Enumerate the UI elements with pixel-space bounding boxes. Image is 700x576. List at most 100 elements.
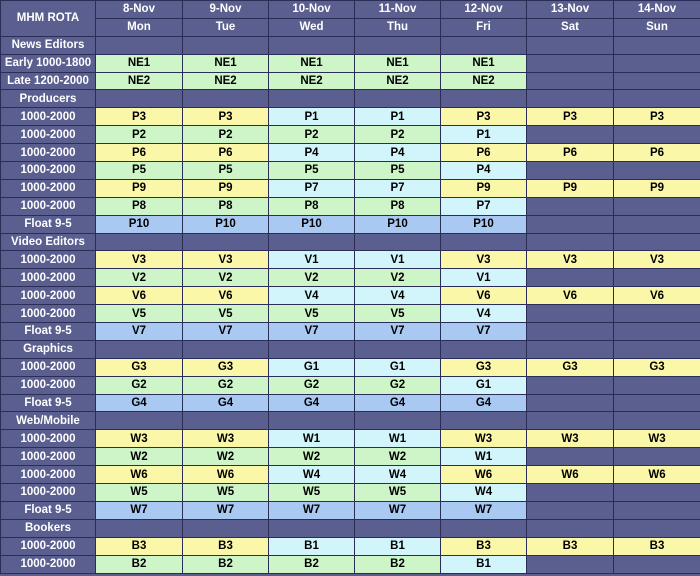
assignment-cell[interactable]: V7 — [182, 322, 269, 341]
assignment-cell[interactable]: P9 — [95, 178, 183, 198]
assignment-cell[interactable]: P8 — [182, 196, 269, 216]
assignment-cell[interactable] — [613, 500, 700, 520]
assignment-cell[interactable]: P7 — [440, 196, 527, 216]
assignment-cell[interactable]: NE1 — [268, 53, 355, 73]
assignment-cell[interactable]: P3 — [182, 107, 269, 127]
assignment-cell[interactable]: P9 — [440, 178, 527, 198]
assignment-cell[interactable]: NE1 — [354, 53, 441, 73]
assignment-cell[interactable]: P3 — [613, 107, 700, 127]
assignment-cell[interactable] — [613, 71, 700, 91]
assignment-cell[interactable]: V3 — [182, 250, 269, 270]
assignment-cell[interactable]: W2 — [354, 447, 441, 467]
assignment-cell[interactable]: P2 — [182, 125, 269, 145]
assignment-cell[interactable] — [613, 554, 700, 574]
assignment-cell[interactable]: V1 — [268, 250, 355, 270]
assignment-cell[interactable]: W4 — [440, 483, 527, 502]
assignment-cell[interactable] — [613, 483, 700, 502]
assignment-cell[interactable]: P4 — [440, 161, 527, 180]
assignment-cell[interactable]: P5 — [354, 161, 441, 180]
assignment-cell[interactable]: G4 — [182, 393, 269, 413]
assignment-cell[interactable]: G3 — [95, 357, 183, 377]
assignment-cell[interactable]: V1 — [440, 268, 527, 288]
assignment-cell[interactable]: V6 — [440, 286, 527, 306]
assignment-cell[interactable]: P10 — [182, 214, 269, 234]
assignment-cell[interactable]: W5 — [182, 483, 269, 502]
assignment-cell[interactable]: V3 — [440, 250, 527, 270]
assignment-cell[interactable]: W3 — [613, 429, 700, 449]
assignment-cell[interactable]: P6 — [613, 143, 700, 163]
assignment-cell[interactable]: P10 — [95, 214, 183, 234]
assignment-cell[interactable]: V7 — [95, 322, 183, 341]
assignment-cell[interactable]: V5 — [95, 304, 183, 324]
assignment-cell[interactable]: P2 — [95, 125, 183, 145]
assignment-cell[interactable]: P9 — [182, 178, 269, 198]
assignment-cell[interactable]: P1 — [354, 107, 441, 127]
assignment-cell[interactable] — [526, 161, 614, 180]
assignment-cell[interactable] — [526, 554, 614, 574]
assignment-cell[interactable] — [613, 268, 700, 288]
assignment-cell[interactable]: NE2 — [354, 71, 441, 91]
assignment-cell[interactable]: P4 — [354, 143, 441, 163]
assignment-cell[interactable]: V3 — [95, 250, 183, 270]
assignment-cell[interactable]: W6 — [613, 465, 700, 485]
assignment-cell[interactable]: G3 — [182, 357, 269, 377]
assignment-cell[interactable]: W5 — [268, 483, 355, 502]
assignment-cell[interactable]: G4 — [440, 393, 527, 413]
assignment-cell[interactable]: G2 — [182, 375, 269, 395]
assignment-cell[interactable]: P5 — [95, 161, 183, 180]
assignment-cell[interactable]: V2 — [182, 268, 269, 288]
assignment-cell[interactable]: V5 — [268, 304, 355, 324]
assignment-cell[interactable]: P10 — [354, 214, 441, 234]
assignment-cell[interactable]: G2 — [268, 375, 355, 395]
assignment-cell[interactable]: P7 — [268, 178, 355, 198]
assignment-cell[interactable] — [526, 322, 614, 341]
assignment-cell[interactable]: P6 — [182, 143, 269, 163]
assignment-cell[interactable]: W6 — [526, 465, 614, 485]
assignment-cell[interactable]: W3 — [440, 429, 527, 449]
assignment-cell[interactable]: B3 — [526, 536, 614, 556]
assignment-cell[interactable]: P9 — [613, 178, 700, 198]
assignment-cell[interactable]: G1 — [354, 357, 441, 377]
assignment-cell[interactable]: B1 — [354, 536, 441, 556]
assignment-cell[interactable]: G3 — [526, 357, 614, 377]
assignment-cell[interactable]: V3 — [526, 250, 614, 270]
assignment-cell[interactable]: P2 — [268, 125, 355, 145]
assignment-cell[interactable]: W7 — [182, 500, 269, 520]
assignment-cell[interactable]: B2 — [95, 554, 183, 574]
assignment-cell[interactable]: V5 — [354, 304, 441, 324]
assignment-cell[interactable]: G3 — [613, 357, 700, 377]
assignment-cell[interactable]: P1 — [268, 107, 355, 127]
assignment-cell[interactable]: P6 — [440, 143, 527, 163]
assignment-cell[interactable]: V6 — [182, 286, 269, 306]
assignment-cell[interactable]: P5 — [182, 161, 269, 180]
assignment-cell[interactable]: V4 — [354, 286, 441, 306]
assignment-cell[interactable]: W5 — [354, 483, 441, 502]
assignment-cell[interactable]: NE2 — [268, 71, 355, 91]
assignment-cell[interactable]: W1 — [268, 429, 355, 449]
assignment-cell[interactable]: G4 — [95, 393, 183, 413]
assignment-cell[interactable]: P7 — [354, 178, 441, 198]
assignment-cell[interactable]: G4 — [268, 393, 355, 413]
assignment-cell[interactable]: V4 — [440, 304, 527, 324]
assignment-cell[interactable]: G1 — [440, 375, 527, 395]
assignment-cell[interactable]: V2 — [354, 268, 441, 288]
assignment-cell[interactable] — [613, 304, 700, 324]
assignment-cell[interactable]: P8 — [268, 196, 355, 216]
assignment-cell[interactable] — [613, 196, 700, 216]
assignment-cell[interactable] — [526, 500, 614, 520]
assignment-cell[interactable]: NE1 — [440, 53, 527, 73]
assignment-cell[interactable]: B1 — [268, 536, 355, 556]
assignment-cell[interactable]: V4 — [268, 286, 355, 306]
assignment-cell[interactable]: P1 — [440, 125, 527, 145]
assignment-cell[interactable]: P5 — [268, 161, 355, 180]
assignment-cell[interactable] — [526, 125, 614, 145]
assignment-cell[interactable] — [613, 53, 700, 73]
assignment-cell[interactable]: P2 — [354, 125, 441, 145]
assignment-cell[interactable]: P3 — [440, 107, 527, 127]
assignment-cell[interactable]: W5 — [95, 483, 183, 502]
assignment-cell[interactable]: W3 — [95, 429, 183, 449]
assignment-cell[interactable] — [613, 447, 700, 467]
assignment-cell[interactable]: W3 — [182, 429, 269, 449]
assignment-cell[interactable]: W7 — [95, 500, 183, 520]
assignment-cell[interactable] — [613, 214, 700, 234]
